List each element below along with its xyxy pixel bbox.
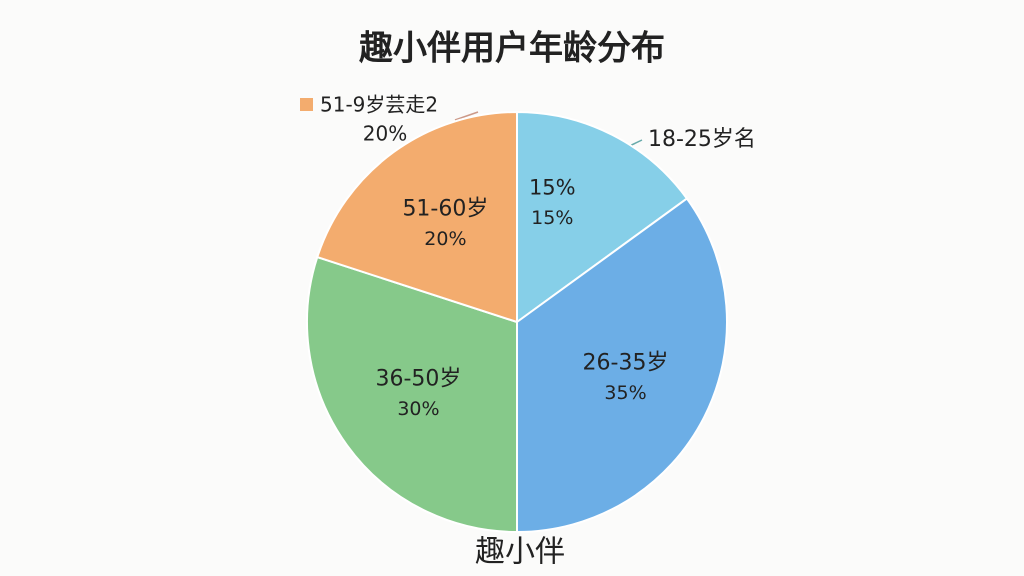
annotation: 18-25岁名: [648, 127, 756, 152]
pie-slice: [516, 110, 689, 324]
slice-value-label: 35%: [604, 382, 646, 404]
annotation: 51-9岁芸走2: [320, 93, 438, 117]
annotation: 15%: [531, 207, 573, 229]
slice-value-label: 20%: [424, 228, 466, 250]
callout-line: [454, 111, 479, 121]
footer: 趣小伴: [475, 535, 565, 570]
slice-category-label: 51-60岁: [402, 196, 488, 221]
slice-category-label: 36-50岁: [375, 367, 461, 392]
pie-slice: [316, 110, 518, 324]
chart-title: 趣小伴用户年龄分布: [359, 29, 665, 69]
slice-category-label: 26-35岁: [583, 350, 669, 375]
pie-slice: [516, 197, 728, 534]
slice-value-label: 15%: [529, 175, 576, 199]
legend-swatch: [300, 98, 313, 111]
slice-value-label: 30%: [397, 398, 439, 420]
annotation: 20%: [363, 122, 407, 146]
pie-slice: [306, 255, 518, 534]
